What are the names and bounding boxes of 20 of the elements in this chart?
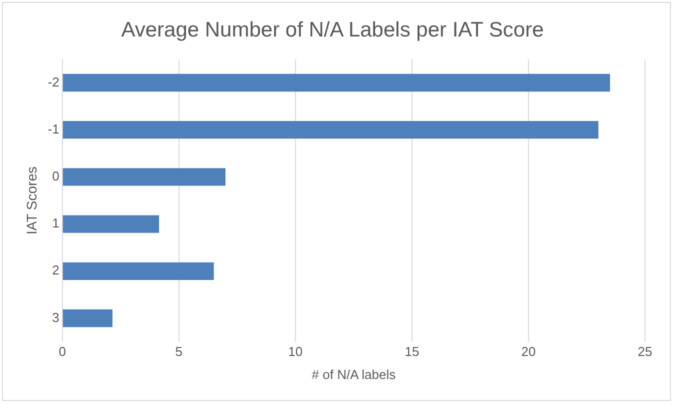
chart-title: Average Number of N/A Labels per IAT Score [121,18,544,42]
x-tick-label: 20 [521,344,536,360]
x-tick-label: 5 [175,344,183,360]
bar [62,262,214,280]
y-tick-label: -2 [48,74,60,90]
y-axis-title: IAT Scores [23,166,40,234]
x-tick-label: 10 [288,344,303,360]
y-tick-label: 3 [52,310,60,325]
x-axis-title: # of N/A labels [312,366,396,382]
bar [62,74,610,92]
y-tick-label: 1 [52,216,60,231]
x-tick-label: 15 [404,344,420,360]
y-tick-label: 0 [52,168,60,184]
y-tick-label: -1 [48,121,60,136]
bar [62,309,112,328]
bar [62,215,160,233]
x-tick-label: 25 [638,344,652,360]
bar [62,168,226,186]
y-tick-label: 2 [52,262,60,278]
bar [62,121,598,139]
